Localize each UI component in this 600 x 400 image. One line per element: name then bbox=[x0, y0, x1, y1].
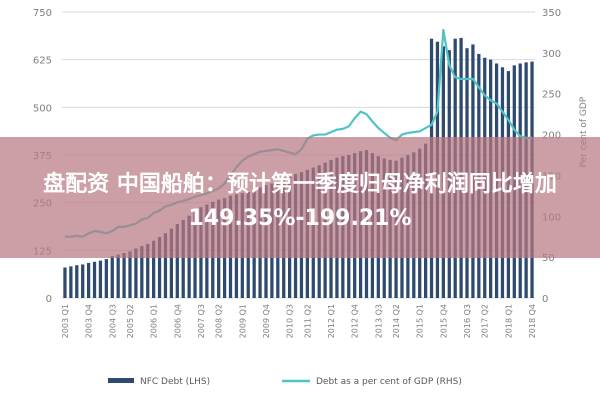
x-tick-label: 2004 Q3 bbox=[108, 304, 117, 338]
x-tick-label: 2006 Q1 bbox=[150, 304, 159, 338]
bar bbox=[69, 266, 73, 298]
x-tick-label: 2005 Q2 bbox=[126, 304, 135, 338]
bar bbox=[98, 260, 103, 298]
bar bbox=[169, 228, 174, 298]
legend-label-nfc-debt: NFC Debt (LHS) bbox=[140, 377, 210, 387]
x-tick-label: 2012 Q1 bbox=[327, 304, 336, 338]
bar bbox=[92, 261, 97, 298]
x-tick-label: 2016 Q3 bbox=[463, 304, 472, 338]
x-tick-label: 2015 Q1 bbox=[416, 304, 425, 338]
right-tick-label: 50 bbox=[542, 253, 555, 264]
x-tick-label: 2017 Q2 bbox=[481, 304, 490, 338]
legend: NFC Debt (LHS) Debt as a per cent of GDP… bbox=[108, 377, 462, 387]
bar bbox=[86, 262, 91, 298]
x-tick-label: 2012 Q4 bbox=[351, 304, 360, 338]
right-axis-title: Per cent of GDP bbox=[579, 96, 589, 167]
bar bbox=[140, 246, 144, 298]
x-tick-label: 2009 Q1 bbox=[238, 304, 247, 338]
right-tick-label: 250 bbox=[542, 90, 561, 101]
right-tick-label: 300 bbox=[542, 49, 561, 60]
x-tick-label: 2018 Q1 bbox=[504, 304, 513, 338]
bar bbox=[128, 251, 132, 298]
x-tick-label: 2010 Q3 bbox=[286, 304, 295, 338]
overlay-headline: 盘配资 中国船舶：预计第一季度归母净利润同比增加 bbox=[43, 172, 557, 197]
x-tick-label: 2011 Q2 bbox=[303, 304, 312, 338]
bar bbox=[104, 259, 108, 298]
x-axis-ticks: 2003 Q1 2003 Q4 2004 Q3 2005 Q2 2006 Q1 2006 … bbox=[61, 304, 537, 338]
bar bbox=[157, 236, 162, 298]
bar bbox=[134, 248, 138, 298]
bar bbox=[81, 264, 85, 298]
right-tick-label: 200 bbox=[542, 131, 561, 142]
bar bbox=[146, 243, 150, 298]
x-tick-label: 2007 Q3 bbox=[197, 304, 206, 338]
x-tick-label: 2008 Q2 bbox=[215, 304, 224, 338]
legend-swatch-nfc-debt bbox=[108, 378, 134, 383]
left-tick-label: 750 bbox=[33, 8, 52, 19]
x-tick-label: 2006 Q4 bbox=[173, 304, 182, 338]
bar bbox=[63, 267, 67, 298]
bar bbox=[163, 233, 168, 298]
x-tick-label: 2014 Q2 bbox=[392, 304, 401, 338]
bar bbox=[175, 224, 179, 298]
x-tick-label: 2015 Q4 bbox=[439, 304, 448, 338]
left-tick-label: 625 bbox=[33, 56, 52, 67]
legend-label-debt-gdp: Debt as a per cent of GDP (RHS) bbox=[316, 377, 462, 387]
right-tick-label: 350 bbox=[542, 8, 561, 19]
bar bbox=[110, 256, 114, 298]
bar bbox=[122, 253, 126, 298]
bar bbox=[116, 254, 120, 298]
x-tick-label: 2013 Q3 bbox=[374, 304, 383, 338]
x-tick-label: 2003 Q1 bbox=[61, 304, 70, 338]
overlay-subheadline: 149.35%-199.21% bbox=[188, 206, 412, 231]
left-tick-label: 0 bbox=[46, 294, 52, 305]
bar bbox=[152, 240, 156, 298]
x-tick-label: 2018 Q4 bbox=[528, 304, 537, 338]
bar bbox=[75, 265, 79, 298]
x-tick-label: 2003 Q4 bbox=[85, 304, 94, 338]
left-tick-label: 500 bbox=[33, 103, 52, 114]
x-tick-label: 2009 Q4 bbox=[262, 304, 271, 338]
right-tick-label: 0 bbox=[542, 294, 548, 305]
overlay-banner bbox=[0, 137, 600, 258]
bar bbox=[181, 219, 185, 298]
